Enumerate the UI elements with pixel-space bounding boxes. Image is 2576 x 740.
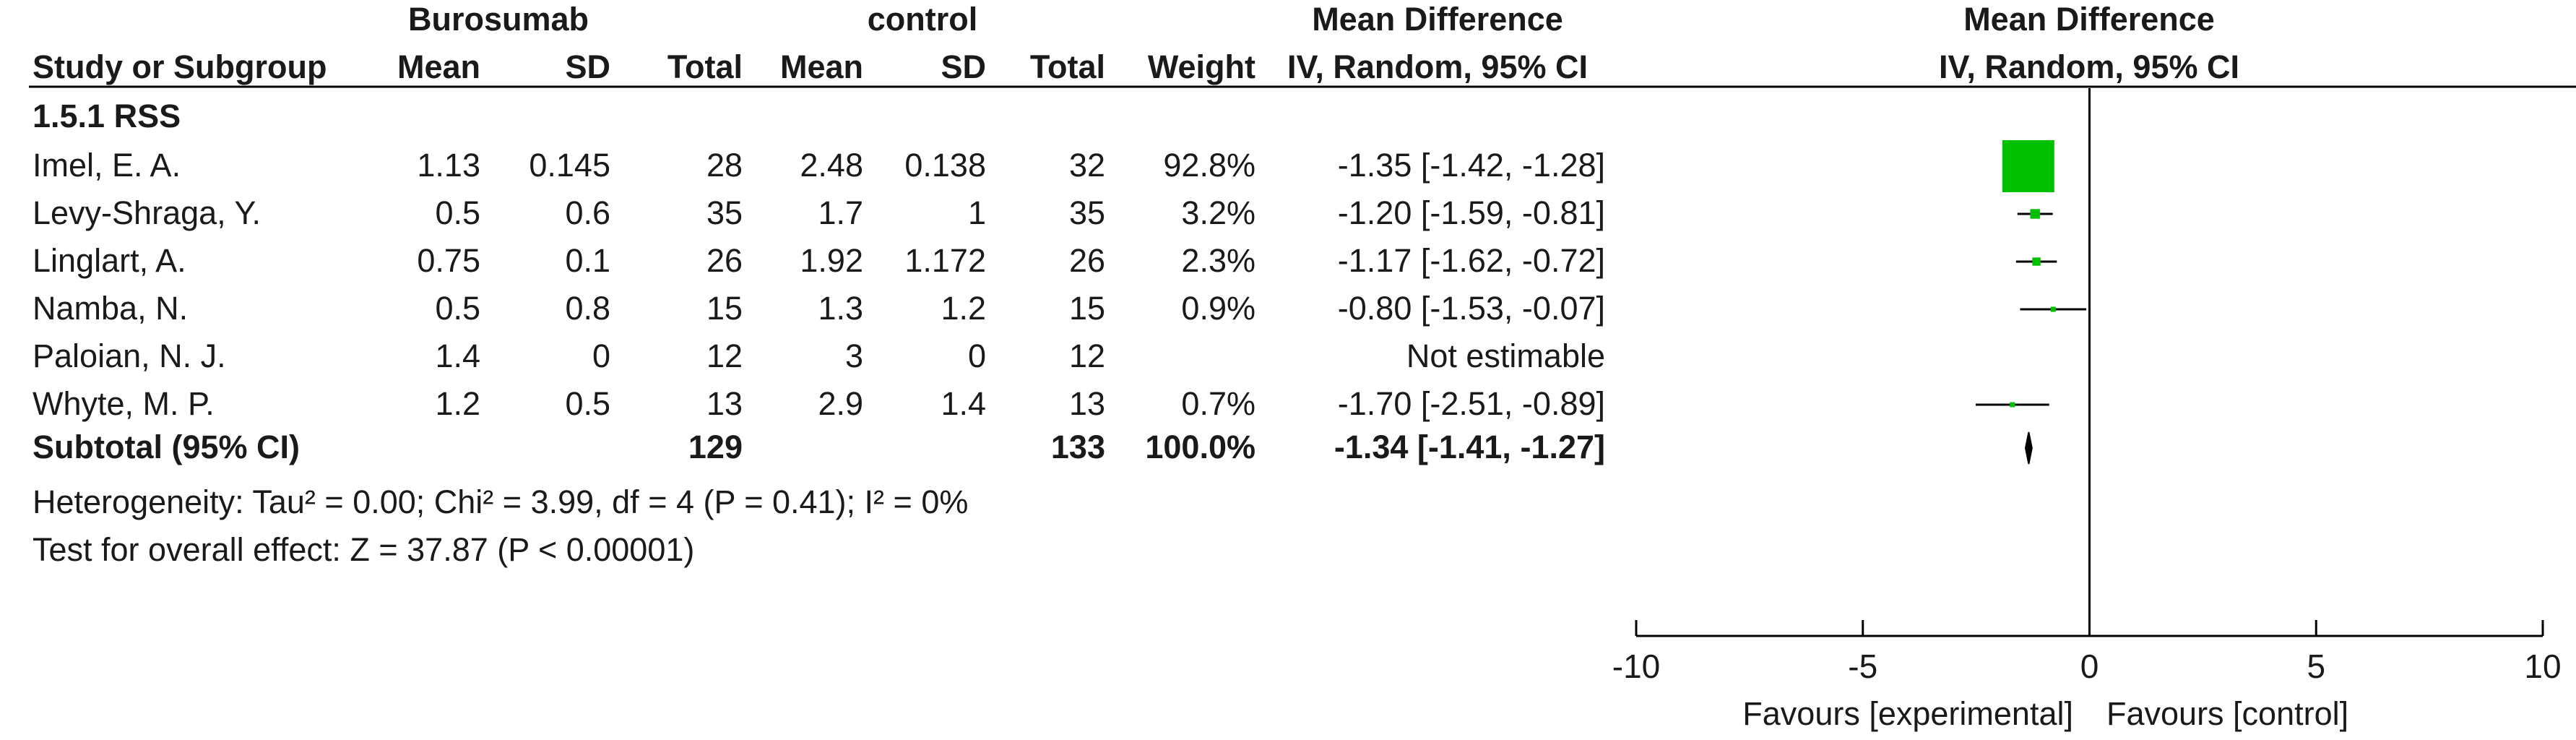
cell-exp-sd: 0.1 [565, 242, 610, 279]
cell-ctl-sd: 0 [968, 337, 986, 374]
heterogeneity-text: Heterogeneity: Tau² = 0.00; Chi² = 3.99,… [33, 483, 968, 520]
cell-ctl-mean: 1.3 [818, 290, 863, 327]
cell-ci-text: -1.70 [-2.51, -0.89] [1338, 385, 1605, 422]
cell-exp-total: 28 [706, 147, 743, 184]
x-tick-label: -5 [1848, 648, 1877, 685]
favours-control-label: Favours [control] [2106, 695, 2348, 732]
study-marker [2030, 209, 2040, 219]
cell-exp-mean: 0.5 [435, 194, 480, 231]
table-row: Whyte, M. P. 1.2 0.5 13 2.9 1.4 13 0.7% -1.70 [-… [33, 385, 1605, 422]
col-header-exp-sd: SD [565, 48, 610, 85]
table-row: Linglart, A. 0.75 0.1 26 1.92 1.172 26 2.3% -1.1… [33, 242, 1605, 279]
x-tick-label: -10 [1612, 648, 1660, 685]
cell-ctl-sd: 0.138 [904, 147, 986, 184]
cell-ci-text: -1.17 [-1.62, -0.72] [1338, 242, 1605, 279]
cell-name: Whyte, M. P. [33, 385, 215, 422]
table-row: Paloian, N. J. 1.4 0 12 3 0 12 Not estimable [33, 337, 1605, 374]
cell-ctl-mean: 3 [845, 337, 863, 374]
pooled-diamond [2025, 431, 2033, 465]
cell-ctl-mean: 2.9 [818, 385, 863, 422]
cell-ctl-total: 35 [1069, 194, 1105, 231]
cell-ctl-total: 13 [1069, 385, 1105, 422]
col-header-weight: Weight [1148, 48, 1255, 85]
cell-name: Imel, E. A. [33, 147, 181, 184]
x-tick-label: 5 [2307, 648, 2325, 685]
col-header-exp-mean: Mean [397, 48, 480, 85]
cell-name: Namba, N. [33, 290, 188, 327]
cell-ci-text: -0.80 [-1.53, -0.07] [1338, 290, 1605, 327]
cell-ci-text: -1.20 [-1.59, -0.81] [1338, 194, 1605, 231]
col-header-ctl-sd: SD [941, 48, 986, 85]
subtotal-exp-total: 129 [688, 429, 743, 465]
cell-ctl-total: 32 [1069, 147, 1105, 184]
cell-exp-mean: 1.4 [435, 337, 480, 374]
study-marker [2002, 140, 2054, 192]
cell-exp-sd: 0.145 [529, 147, 610, 184]
cell-ctl-mean: 1.7 [818, 194, 863, 231]
cell-ctl-total: 12 [1069, 337, 1105, 374]
subtotal-ci: -1.34 [-1.41, -1.27] [1334, 429, 1605, 465]
cell-exp-sd: 0.6 [565, 194, 610, 231]
forest-plot-area: -10 -5 0 5 10 [1612, 88, 2562, 685]
col-header-study: Study or Subgroup [33, 48, 327, 85]
cell-exp-total: 12 [706, 337, 743, 374]
cell-ctl-sd: 1 [968, 194, 986, 231]
cell-exp-total: 13 [706, 385, 743, 422]
cell-exp-mean: 1.13 [417, 147, 480, 184]
cell-weight: 92.8% [1163, 147, 1255, 184]
cell-name: Levy-Shraga, Y. [33, 194, 261, 231]
subtotal-ctl-total: 133 [1051, 429, 1105, 465]
cell-exp-total: 15 [706, 290, 743, 327]
subtotal-weight: 100.0% [1145, 429, 1255, 465]
cell-ctl-sd: 1.2 [941, 290, 986, 327]
study-rows: Imel, E. A. 1.13 0.145 28 2.48 0.138 32 92.8% -1… [33, 147, 1605, 422]
cell-ci-text: -1.35 [-1.42, -1.28] [1338, 147, 1605, 184]
cell-ctl-total: 26 [1069, 242, 1105, 279]
cell-weight: 2.3% [1181, 242, 1255, 279]
cell-exp-mean: 0.75 [417, 242, 480, 279]
cell-exp-sd: 0.8 [565, 290, 610, 327]
subgroup-label: 1.5.1 RSS [33, 98, 181, 134]
study-marker [2010, 402, 2015, 408]
col-header-ctl-mean: Mean [780, 48, 863, 85]
effect-measure-header: Mean Difference [1312, 1, 1563, 38]
table-row: Namba, N. 0.5 0.8 15 1.3 1.2 15 0.9% -0.80 [-1.5… [33, 290, 1605, 327]
subtotal-label: Subtotal (95% CI) [33, 429, 300, 465]
cell-name: Linglart, A. [33, 242, 186, 279]
cell-name: Paloian, N. J. [33, 337, 226, 374]
cell-ctl-total: 15 [1069, 290, 1105, 327]
study-marker [2032, 257, 2041, 266]
cell-weight: 0.9% [1181, 290, 1255, 327]
control-group-header: control [868, 1, 978, 38]
cell-exp-total: 26 [706, 242, 743, 279]
table-row: Levy-Shraga, Y. 0.5 0.6 35 1.7 1 35 3.2% -1.20 [… [33, 194, 1605, 231]
cell-exp-total: 35 [706, 194, 743, 231]
col-header-ctl-total: Total [1030, 48, 1105, 85]
cell-exp-mean: 0.5 [435, 290, 480, 327]
cell-weight: 0.7% [1181, 385, 1255, 422]
experimental-group-header: Burosumab [408, 1, 589, 38]
cell-ctl-mean: 2.48 [800, 147, 863, 184]
plot-measure-header: Mean Difference [1963, 1, 2215, 38]
cell-weight: 3.2% [1181, 194, 1255, 231]
col-header-plot-method: IV, Random, 95% CI [1939, 48, 2239, 85]
cell-ci-text: Not estimable [1406, 337, 1605, 374]
cell-ctl-mean: 1.92 [800, 242, 863, 279]
overall-effect-text: Test for overall effect: Z = 37.87 (P < … [33, 531, 694, 568]
study-marker [2050, 306, 2056, 312]
table-row: Imel, E. A. 1.13 0.145 28 2.48 0.138 32 92.8% -1… [33, 147, 1605, 184]
cell-exp-mean: 1.2 [435, 385, 480, 422]
cell-exp-sd: 0.5 [565, 385, 610, 422]
cell-ctl-sd: 1.4 [941, 385, 986, 422]
cell-ctl-sd: 1.172 [904, 242, 986, 279]
col-header-exp-total: Total [667, 48, 743, 85]
cell-exp-sd: 0 [592, 337, 610, 374]
favours-experimental-label: Favours [experimental] [1742, 695, 2073, 732]
x-tick-label: 0 [2080, 648, 2099, 685]
x-tick-label: 10 [2524, 648, 2561, 685]
col-header-effect-method: IV, Random, 95% CI [1287, 48, 1588, 85]
